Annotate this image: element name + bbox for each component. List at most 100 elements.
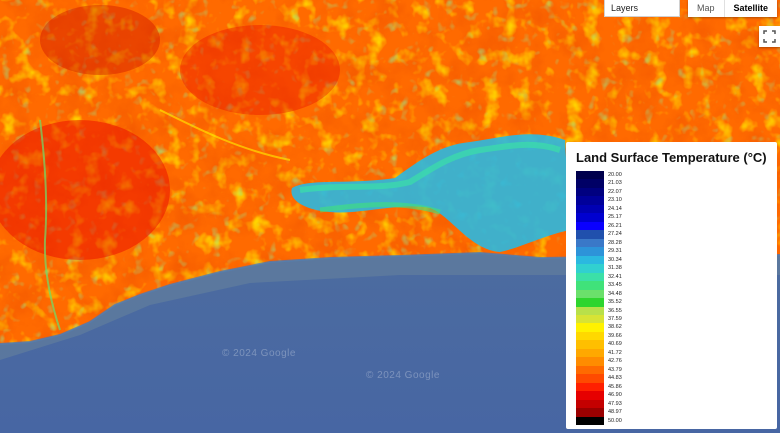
legend-swatch [576,171,604,180]
legend-swatch [576,238,604,248]
legend-swatch [576,272,604,282]
legend-swatch [576,204,604,214]
legend-swatch [576,374,604,383]
legend-row: 46.90 [576,391,769,400]
legend-label: 21.03 [608,180,622,187]
layers-label: Layers [611,3,639,13]
legend-row: 31.38 [576,264,769,273]
legend-label: 20.00 [608,172,622,178]
legend-label: 25.17 [608,214,622,221]
legend-swatch [576,306,604,315]
legend-row: 28.28 [576,238,769,248]
legend-swatch [576,196,604,205]
map-type-toggle: Map Satellite [688,0,778,17]
legend-swatch [576,391,604,400]
legend-swatch [576,247,604,256]
legend-row: 42.76 [576,357,769,366]
legend-row: 21.03 [576,179,769,188]
legend-label: 26.21 [608,222,622,229]
legend-label: 33.45 [608,282,622,289]
map-watermark: © 2024 Google [222,348,296,359]
legend-label: 29.31 [608,248,622,255]
legend-row: 41.72 [576,348,769,358]
legend-entries: 20.00 21.03 22.07 23.10 24.14 25.17 26.21 27.24… [576,171,769,426]
legend-swatch [576,264,604,273]
legend-row: 40.69 [576,340,769,349]
legend-label: 46.90 [608,392,622,399]
legend-row: 27.24 [576,230,769,239]
legend-row: 47.93 [576,399,769,409]
legend-label: 41.72 [608,349,622,356]
legend-label: 45.86 [608,383,622,390]
legend-swatch [576,416,604,426]
legend-row: 45.86 [576,382,769,392]
temperature-legend: Land Surface Temperature (°C) 20.00 21.03… [566,142,777,429]
legend-row: 44.83 [576,374,769,383]
legend-row: 39.66 [576,331,769,341]
legend-swatch [576,331,604,341]
legend-swatch [576,408,604,417]
legend-label: 39.66 [608,332,622,339]
legend-swatch [576,340,604,349]
legend-label: 23.10 [608,197,622,204]
legend-swatch [576,187,604,197]
legend-swatch [576,281,604,290]
legend-label: 50.00 [608,417,622,424]
legend-swatch [576,289,604,299]
fullscreen-icon [763,30,776,43]
legend-row: 30.34 [576,255,769,265]
legend-label: 36.55 [608,307,622,314]
legend-label: 24.14 [608,205,622,212]
legend-label: 22.07 [608,188,622,195]
map-watermark: © 2024 Google [366,370,440,381]
legend-swatch [576,314,604,324]
legend-label: 30.34 [608,256,622,263]
legend-swatch [576,230,604,239]
legend-label: 38.62 [608,324,622,331]
legend-row: 50.00 [576,416,769,426]
legend-label: 44.83 [608,375,622,382]
legend-swatch [576,213,604,222]
legend-label: 28.28 [608,239,622,246]
legend-row: 24.14 [576,204,769,214]
legend-label: 37.59 [608,315,622,322]
legend-label: 48.97 [608,409,622,416]
legend-row: 32.41 [576,272,769,282]
legend-row: 29.31 [576,247,769,256]
legend-label: 42.76 [608,358,622,365]
legend-row: 22.07 [576,187,769,197]
legend-swatch [576,399,604,409]
legend-row: 43.79 [576,365,769,375]
legend-title: Land Surface Temperature (°C) [576,150,767,165]
legend-label: 32.41 [608,273,622,280]
map-type-satellite-button[interactable]: Satellite [723,0,778,17]
legend-label: 31.38 [608,265,622,272]
legend-swatch [576,323,604,332]
legend-label: 47.93 [608,400,622,407]
legend-label: 35.52 [608,299,622,306]
legend-row: 26.21 [576,221,769,231]
legend-row: 48.97 [576,408,769,417]
legend-label: 27.24 [608,231,622,238]
layers-dropdown[interactable]: Layers [604,0,680,17]
legend-label: 40.69 [608,341,622,348]
legend-row: 38.62 [576,323,769,332]
legend-row: 34.48 [576,289,769,299]
legend-swatch [576,255,604,265]
fullscreen-button[interactable] [759,26,780,47]
legend-row: 20.00 [576,171,769,180]
legend-swatch [576,179,604,188]
legend-swatch [576,221,604,231]
legend-row: 36.55 [576,306,769,315]
legend-swatch [576,365,604,375]
legend-swatch [576,298,604,307]
map-type-map-button[interactable]: Map [697,3,715,13]
legend-row: 37.59 [576,314,769,324]
legend-label: 43.79 [608,366,622,373]
legend-swatch [576,382,604,392]
lagoon [291,134,570,252]
legend-row: 35.52 [576,298,769,307]
legend-row: 33.45 [576,281,769,290]
legend-label: 34.48 [608,290,622,297]
legend-swatch [576,348,604,358]
